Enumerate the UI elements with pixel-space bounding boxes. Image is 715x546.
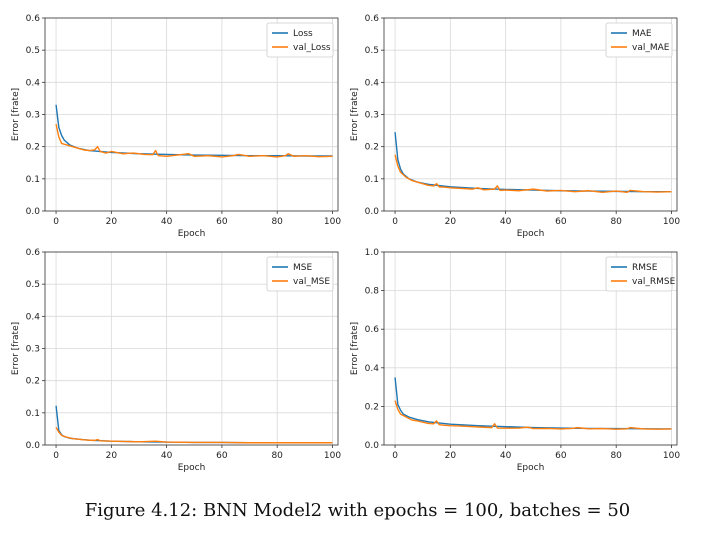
y-tick-label: 0.0 xyxy=(365,207,380,217)
legend: MAE val_MAE xyxy=(605,22,673,58)
x-tick-label: 100 xyxy=(663,451,680,461)
y-tick-label: 0.8 xyxy=(365,287,380,297)
y-tick-label: 0.6 xyxy=(26,14,41,24)
subplot-2: 0 20 40 60 80 100 0.0 0.1 0.2 0.3 0.4 0.5 0.6 Epoch Er… xyxy=(350,14,680,239)
subplot-3: 0 20 40 60 80 100 0.0 0.1 0.2 0.3 0.4 0.5 0.6 Epoch Er… xyxy=(11,248,341,473)
legend-box xyxy=(605,22,673,58)
x-tick-label: 80 xyxy=(271,217,283,227)
y-tick-label: 0.0 xyxy=(365,441,380,451)
x-tick-label: 60 xyxy=(555,451,567,461)
y-tick-label: 0.5 xyxy=(26,280,40,290)
y-tick-label: 0.3 xyxy=(26,345,40,355)
series-line-loss xyxy=(55,104,333,157)
x-tick-label: 80 xyxy=(271,451,283,461)
x-tick-label: 100 xyxy=(324,217,341,227)
x-tick-label: 40 xyxy=(161,217,173,227)
legend-label: MAE xyxy=(632,29,652,39)
subplot-1: 0 20 40 60 80 100 0.0 0.1 0.2 0.3 0.4 0.5 0.6 Epoch Er… xyxy=(11,14,341,239)
y-tick-label: 0.4 xyxy=(26,78,41,88)
y-axis-label: Error [frate] xyxy=(350,322,360,375)
y-tick-label: 0.2 xyxy=(26,143,40,153)
x-axis-label: Epoch xyxy=(517,463,545,473)
x-axis-label: Epoch xyxy=(178,463,206,473)
legend-label: val_MAE xyxy=(632,43,670,53)
x-tick-label: 60 xyxy=(216,451,228,461)
legend-label: val_RMSE xyxy=(632,277,676,287)
series-line-val-mae xyxy=(394,154,672,194)
y-tick-label: 0.5 xyxy=(365,46,379,56)
x-tick-label: 40 xyxy=(500,451,512,461)
legend-box xyxy=(266,22,334,58)
series-line-val-rmse xyxy=(394,400,672,430)
legend-label: Loss xyxy=(293,29,313,39)
legend: RMSE val_RMSE xyxy=(605,256,676,292)
x-tick-label: 20 xyxy=(445,217,457,227)
x-tick-label: 20 xyxy=(106,451,118,461)
subplot-grid: 0 20 40 60 80 100 0.0 0.1 0.2 0.3 0.4 0.5 0.6 Epoch Er… xyxy=(11,14,680,473)
x-tick-label: 0 xyxy=(392,451,398,461)
y-tick-label: 0.4 xyxy=(365,78,380,88)
series-line-mae xyxy=(394,132,672,193)
y-axis-label: Error [frate] xyxy=(11,322,21,375)
series-line-mse xyxy=(55,405,333,444)
y-tick-label: 1.0 xyxy=(365,248,380,258)
x-tick-label: 0 xyxy=(392,217,398,227)
x-tick-label: 80 xyxy=(610,217,622,227)
y-tick-label: 0.1 xyxy=(26,175,40,185)
series-line-val-loss xyxy=(55,124,333,158)
x-tick-label: 20 xyxy=(106,217,118,227)
x-axis-label: Epoch xyxy=(517,229,545,239)
x-tick-label: 20 xyxy=(445,451,457,461)
x-tick-label: 0 xyxy=(53,217,59,227)
series-line-val-mse xyxy=(55,426,333,444)
legend-box xyxy=(605,256,673,292)
plot-frame xyxy=(383,251,678,446)
x-tick-label: 100 xyxy=(663,217,680,227)
legend: Loss val_Loss xyxy=(266,22,334,58)
y-tick-label: 0.6 xyxy=(26,248,41,258)
y-tick-label: 0.6 xyxy=(365,325,380,335)
x-tick-label: 60 xyxy=(555,217,567,227)
x-tick-label: 40 xyxy=(500,217,512,227)
legend-label: val_Loss xyxy=(293,43,331,53)
y-axis-label: Error [frate] xyxy=(350,88,360,141)
legend-box xyxy=(266,256,334,292)
y-tick-label: 0.6 xyxy=(365,14,380,24)
legend: MSE val_MSE xyxy=(266,256,334,292)
figure-caption: Figure 4.12: BNN Model2 with epochs = 10… xyxy=(84,500,631,521)
y-tick-label: 0.5 xyxy=(26,46,40,56)
x-tick-label: 100 xyxy=(324,451,341,461)
x-tick-label: 40 xyxy=(161,451,173,461)
y-tick-label: 0.0 xyxy=(26,441,41,451)
x-axis-label: Epoch xyxy=(178,229,206,239)
y-tick-label: 0.2 xyxy=(26,377,40,387)
y-tick-label: 0.3 xyxy=(365,111,379,121)
y-tick-label: 0.0 xyxy=(26,207,41,217)
y-axis-label: Error [frate] xyxy=(11,88,21,141)
y-tick-label: 0.2 xyxy=(365,143,379,153)
x-tick-label: 80 xyxy=(610,451,622,461)
legend-label: val_MSE xyxy=(293,277,330,287)
y-tick-label: 0.1 xyxy=(26,409,40,419)
x-tick-label: 60 xyxy=(216,217,228,227)
legend-label: MSE xyxy=(293,263,312,273)
y-tick-label: 0.3 xyxy=(26,111,40,121)
y-tick-label: 0.2 xyxy=(365,402,379,412)
legend-label: RMSE xyxy=(632,263,658,273)
y-tick-label: 0.4 xyxy=(26,312,41,322)
subplot-4: 0 20 40 60 80 100 0.0 0.2 0.4 0.6 0.8 1.0 Epoch Error… xyxy=(350,248,680,473)
x-tick-label: 0 xyxy=(53,451,59,461)
y-tick-label: 0.4 xyxy=(365,364,380,374)
y-tick-label: 0.1 xyxy=(365,175,379,185)
